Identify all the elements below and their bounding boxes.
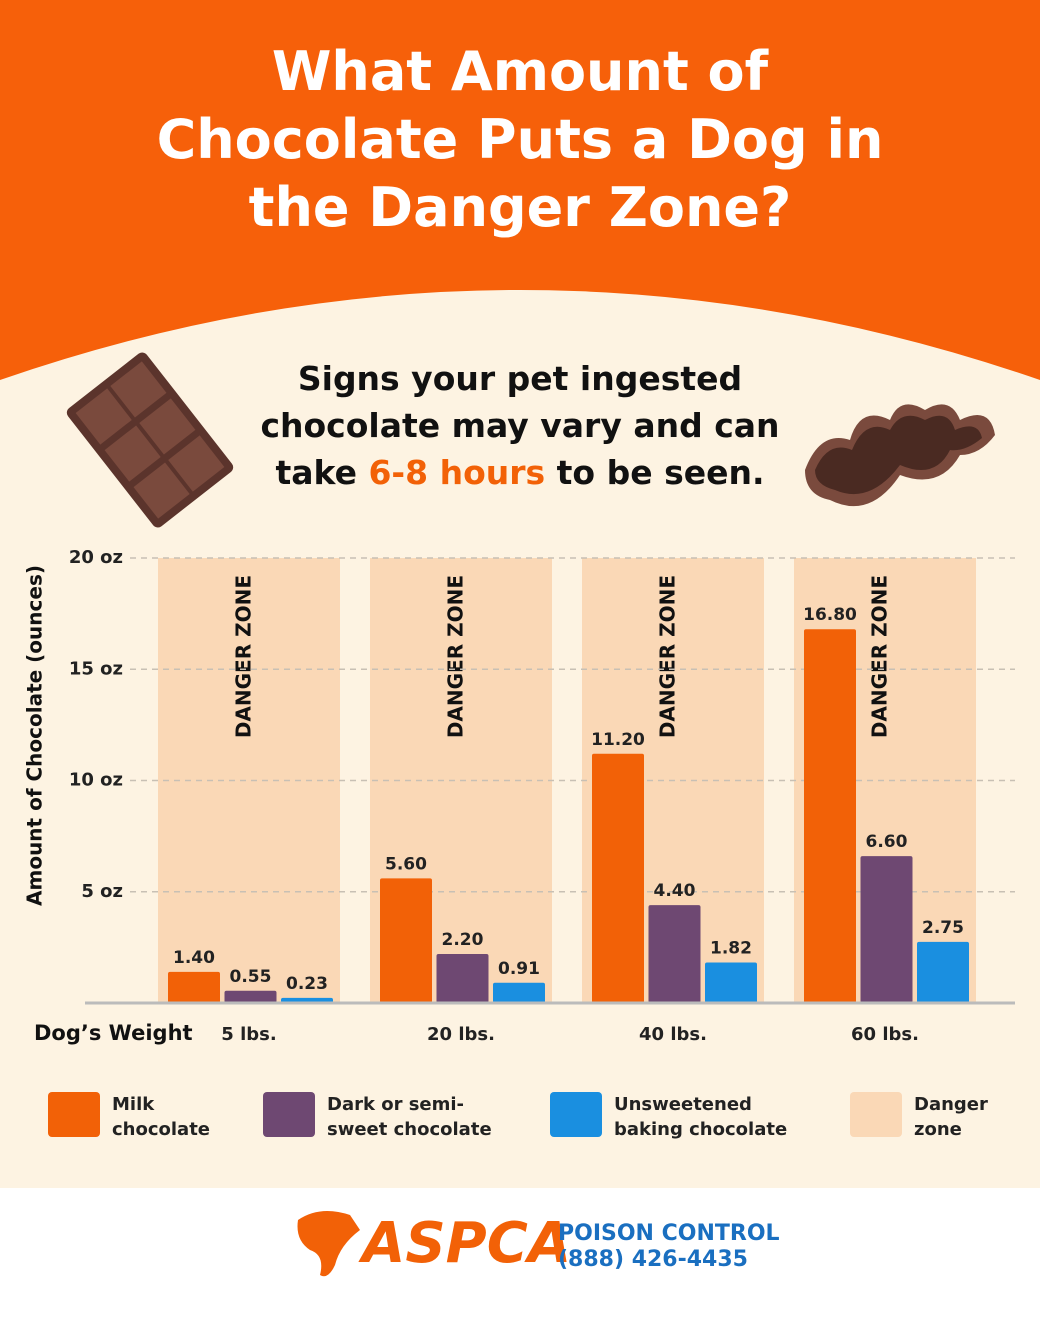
legend-item: Unsweetened baking chocolate — [550, 1092, 814, 1142]
legend-label: Dark or semi-sweet chocolate — [327, 1094, 492, 1140]
x-tick-label: 20 lbs. — [427, 1024, 495, 1045]
bar — [224, 990, 277, 1003]
bar — [917, 941, 969, 1003]
value-label: 5.60 — [385, 854, 427, 874]
y-tick-label: 20 oz — [69, 547, 123, 568]
bar — [592, 753, 644, 1003]
aspca-logo: ASPCA POISON CONTROL (888) 426-4435 — [297, 1211, 780, 1277]
x-tick-label: 40 lbs. — [639, 1024, 707, 1045]
legend-label: Unsweetened baking chocolate — [614, 1094, 788, 1140]
phone: (888) 426-4435 — [558, 1247, 748, 1272]
legend-item: Milk chocolate — [48, 1092, 232, 1142]
value-label: 4.40 — [654, 881, 696, 901]
subtitle: Signs your pet ingested chocolate may va… — [220, 355, 820, 496]
value-label: 1.40 — [173, 948, 215, 968]
chocolate-bar — [66, 352, 234, 528]
legend-item: Danger zone — [850, 1092, 1004, 1142]
y-tick-label: 15 oz — [69, 658, 123, 679]
legend-label: Danger zone — [914, 1094, 988, 1140]
danger-zone-label: DANGER ZONE — [444, 575, 468, 738]
bar — [493, 982, 545, 1003]
danger-zone-label: DANGER ZONE — [232, 575, 256, 738]
bar — [648, 905, 701, 1003]
chart: DANGER ZONE 5 lbs. DANGER ZONE 20 lbs. DANGE… — [23, 547, 1015, 1045]
bar — [168, 971, 220, 1003]
y-tick-label: 5 oz — [81, 881, 123, 902]
y-tick-label: 10 oz — [69, 770, 123, 791]
value-label: 0.91 — [498, 959, 540, 979]
value-label: 2.75 — [922, 918, 964, 938]
subtitle-text: Signs your pet ingested chocolate may va… — [260, 359, 780, 492]
danger-zone-label: DANGER ZONE — [656, 575, 680, 738]
value-label: 1.82 — [710, 939, 752, 959]
y-axis-title: Amount of Chocolate (ounces) — [23, 565, 47, 906]
service: POISON CONTROL — [558, 1221, 780, 1246]
value-label: 2.20 — [442, 930, 484, 950]
legend-label: Milk chocolate — [112, 1094, 211, 1140]
legend-item: Dark or semi-sweet chocolate — [263, 1092, 517, 1142]
legend-swatch — [48, 1092, 100, 1137]
legend-swatch — [263, 1092, 315, 1137]
x-tick-label: 60 lbs. — [851, 1024, 919, 1045]
bar — [380, 878, 432, 1003]
bar — [436, 954, 489, 1003]
bar — [705, 962, 757, 1003]
x-tick-label: 5 lbs. — [221, 1024, 276, 1045]
value-label: 16.80 — [803, 605, 857, 625]
value-label: 0.55 — [230, 967, 272, 987]
value-label: 11.20 — [591, 730, 645, 750]
bat-cookie — [805, 404, 995, 507]
subtitle-text: to be seen. — [556, 453, 765, 492]
bar — [804, 629, 856, 1003]
brand: ASPCA — [358, 1211, 571, 1276]
danger-zone-label: DANGER ZONE — [868, 575, 892, 738]
value-label: 0.23 — [286, 974, 328, 994]
value-label: 6.60 — [866, 832, 908, 852]
legend-swatch — [850, 1092, 902, 1137]
subtitle-highlight: 6-8 hours — [368, 453, 546, 492]
x-axis-title: Dog’s Weight — [34, 1021, 193, 1045]
title: What Amount of Chocolate Puts a Dog in t… — [156, 40, 884, 239]
bar — [860, 856, 913, 1003]
legend-swatch — [550, 1092, 602, 1137]
